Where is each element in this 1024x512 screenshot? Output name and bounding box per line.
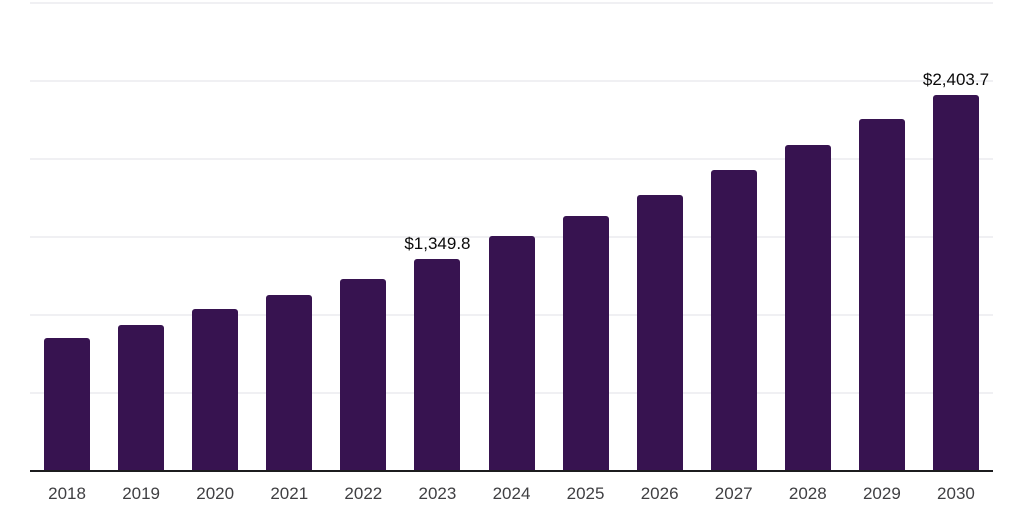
plot-area: $1,349.8 $2,403.7 bbox=[30, 2, 993, 472]
x-tick-label-2028: 2028 bbox=[788, 484, 827, 503]
bar-2020 bbox=[192, 309, 239, 470]
gridline-2000 bbox=[30, 158, 993, 160]
bar-2024 bbox=[488, 236, 535, 470]
data-label-2030: $2,403.7 bbox=[922, 70, 990, 90]
bar-2019 bbox=[118, 324, 165, 470]
bar-2021 bbox=[266, 294, 313, 470]
bar-2026 bbox=[636, 194, 683, 470]
x-tick-label-2018: 2018 bbox=[48, 484, 86, 503]
gridline-2500 bbox=[30, 80, 993, 82]
bar-2029 bbox=[858, 119, 905, 470]
x-tick-label-2019: 2019 bbox=[122, 484, 161, 503]
x-tick-label-2027: 2027 bbox=[714, 484, 753, 503]
data-label-2023: $1,349.8 bbox=[404, 234, 471, 254]
bar-2030 bbox=[932, 95, 979, 470]
x-tick-label-2029: 2029 bbox=[862, 484, 901, 503]
x-tick-label-2025: 2025 bbox=[566, 484, 605, 503]
x-tick-label-2030: 2030 bbox=[937, 484, 975, 503]
x-tick-label-2021: 2021 bbox=[270, 484, 309, 503]
bar-2028 bbox=[784, 145, 831, 470]
bar-2018 bbox=[44, 338, 91, 470]
x-tick-label-2020: 2020 bbox=[196, 484, 235, 503]
bar-2023 bbox=[414, 259, 461, 470]
x-tick-label-2026: 2026 bbox=[640, 484, 679, 503]
x-tick-label-2022: 2022 bbox=[344, 484, 383, 503]
x-axis-line bbox=[30, 470, 993, 472]
bar-2025 bbox=[562, 216, 609, 470]
x-tick-label-2024: 2024 bbox=[492, 484, 531, 503]
gridline-3000 bbox=[30, 2, 993, 4]
bar-2022 bbox=[340, 278, 387, 470]
bar-2027 bbox=[710, 170, 757, 470]
x-tick-label-2023: 2023 bbox=[418, 484, 457, 503]
